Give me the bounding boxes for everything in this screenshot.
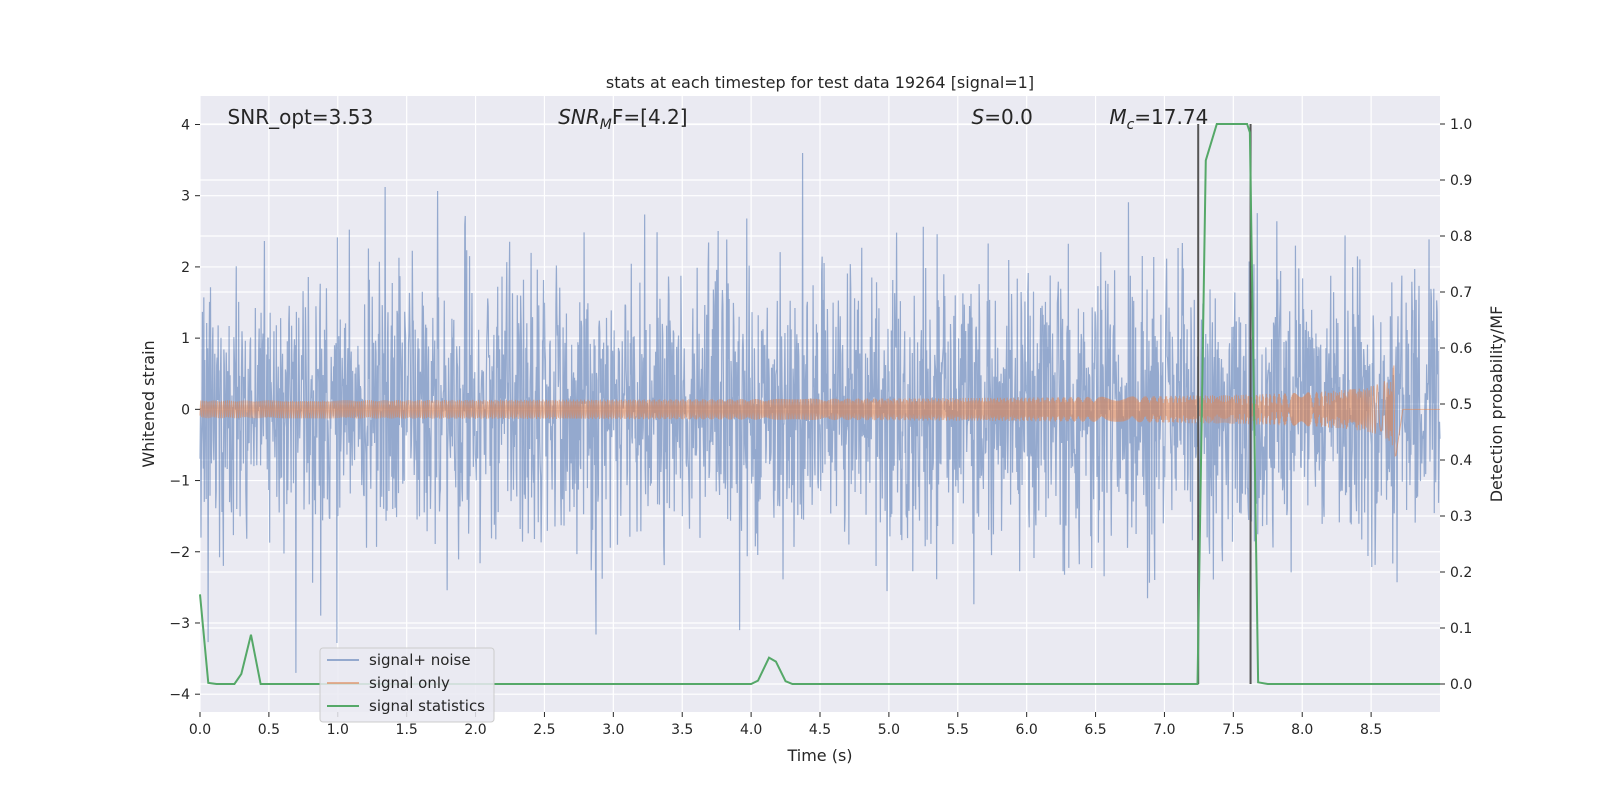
x-tick-label-0: 0.0 bbox=[189, 722, 211, 738]
legend-label-stats: signal statistics bbox=[369, 697, 485, 715]
x-tick-label-5: 2.5 bbox=[533, 722, 555, 738]
y-tick-label-6: −2 bbox=[169, 545, 190, 561]
x-tick-label-14: 7.0 bbox=[1153, 722, 1175, 738]
x-tick-label-12: 6.0 bbox=[1016, 722, 1038, 738]
tick-labels: 0.0 0.5 1.0 1.5 2.0 2.5 3.0 3.5 4.0 4.5 5.0 5.5 6.0 6… bbox=[169, 117, 1472, 738]
y2-tick-label-4: 0.6 bbox=[1450, 341, 1472, 357]
x-tick-label-2: 1.0 bbox=[327, 722, 349, 738]
annotation-mc: Mc=17.74 bbox=[1109, 105, 1208, 133]
annotation-snr-mf: SNRMF=[4.2] bbox=[558, 105, 687, 133]
y2-tick-label-1: 0.9 bbox=[1450, 173, 1472, 189]
y-axis-title: Whitened strain bbox=[139, 340, 158, 467]
y-tick-label-5: −1 bbox=[169, 474, 190, 490]
y2-tick-label-2: 0.8 bbox=[1450, 229, 1472, 245]
legend: signal+ noise signal only signal statist… bbox=[319, 647, 495, 723]
legend-label-signal: signal only bbox=[369, 674, 450, 692]
chart-title: stats at each timestep for test data 192… bbox=[606, 73, 1034, 92]
y-tick-label-0: 4 bbox=[181, 117, 190, 133]
annotation-snr-opt: SNR_opt=3.53 bbox=[228, 105, 374, 129]
x-tick-label-11: 5.5 bbox=[947, 722, 969, 738]
x-tick-label-7: 3.5 bbox=[671, 722, 693, 738]
x-tick-label-16: 8.0 bbox=[1291, 722, 1313, 738]
series-signal-noise bbox=[199, 152, 1441, 673]
y2-tick-label-8: 0.2 bbox=[1450, 565, 1472, 581]
y2-tick-label-3: 0.7 bbox=[1450, 285, 1472, 301]
y2-tick-label-10: 0.0 bbox=[1450, 677, 1472, 693]
x-tick-label-13: 6.5 bbox=[1084, 722, 1106, 738]
legend-box bbox=[319, 647, 495, 723]
y-tick-label-8: −4 bbox=[169, 687, 190, 703]
x-tick-label-9: 4.5 bbox=[809, 722, 831, 738]
y2-axis-title: Detection probability/MF bbox=[1487, 306, 1506, 503]
y2-tick-label-5: 0.5 bbox=[1450, 397, 1472, 413]
y2-tick-label-7: 0.3 bbox=[1450, 509, 1472, 525]
annotation-s-stat: S=0.0 bbox=[972, 105, 1033, 129]
x-tick-label-15: 7.5 bbox=[1222, 722, 1244, 738]
x-tick-label-6: 3.0 bbox=[602, 722, 624, 738]
x-tick-label-10: 5.0 bbox=[878, 722, 900, 738]
y-tick-label-2: 2 bbox=[181, 260, 190, 276]
y-tick-label-3: 1 bbox=[181, 331, 190, 347]
series-signal-statistics bbox=[199, 123, 1440, 685]
x-tick-label-8: 4.0 bbox=[740, 722, 762, 738]
series-layer bbox=[199, 123, 1441, 685]
x-tick-label-3: 1.5 bbox=[396, 722, 418, 738]
y2-tick-label-0: 1.0 bbox=[1450, 117, 1472, 133]
y2-tick-label-6: 0.4 bbox=[1450, 453, 1472, 469]
x-tick-label-1: 0.5 bbox=[258, 722, 280, 738]
y2-tick-label-9: 0.1 bbox=[1450, 621, 1472, 637]
annotations: SNR_opt=3.53 SNRMF=[4.2] S=0.0 Mc=17.74 bbox=[228, 105, 1209, 133]
y-tick-label-1: 3 bbox=[181, 189, 190, 205]
y-tick-label-4: 0 bbox=[181, 402, 190, 418]
x-tick-label-17: 8.5 bbox=[1360, 722, 1382, 738]
y-tick-label-7: −3 bbox=[169, 616, 190, 632]
x-axis-title: Time (s) bbox=[786, 746, 852, 765]
x-tick-label-4: 2.0 bbox=[464, 722, 486, 738]
legend-label-noise: signal+ noise bbox=[369, 651, 471, 669]
